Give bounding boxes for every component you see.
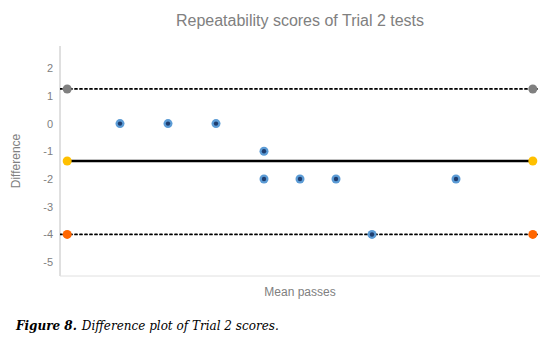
end-markers <box>63 157 538 166</box>
point-center <box>262 149 266 153</box>
end-marker <box>63 230 72 239</box>
point-center <box>214 121 218 125</box>
y-ticks: -5 -4 -3 -2 -1 0 1 2 <box>43 62 53 268</box>
point-center <box>334 177 338 181</box>
caption: Figure 8. Difference plot of Trial 2 scor… <box>15 319 279 333</box>
y-tick-label: -3 <box>43 201 53 213</box>
caption-label: Figure 8. <box>15 319 77 333</box>
point-center <box>118 121 122 125</box>
point <box>212 119 221 128</box>
x-axis-label: Mean passes <box>264 285 335 299</box>
y-tick-label: -5 <box>43 256 53 268</box>
y-tick-label: -2 <box>43 173 53 185</box>
end-marker <box>63 84 72 93</box>
caption-text: Difference plot of Trial 2 scores. <box>81 319 279 333</box>
end-markers <box>63 230 538 239</box>
x-axis-line <box>60 276 540 277</box>
limit-line <box>60 88 540 90</box>
point-center <box>370 232 374 236</box>
point <box>452 175 461 184</box>
chart: Repeatability scores of Trial 2 tests-5-… <box>0 0 558 350</box>
y-tick-label: 2 <box>47 62 53 74</box>
data-points <box>116 119 461 239</box>
point <box>296 175 305 184</box>
y-tick-label: -1 <box>43 145 53 157</box>
point-center <box>166 121 170 125</box>
point <box>260 175 269 184</box>
point-center <box>298 177 302 181</box>
point <box>116 119 125 128</box>
point-center <box>454 177 458 181</box>
end-marker <box>528 84 537 93</box>
end-markers <box>63 84 538 93</box>
limit-line <box>60 234 540 236</box>
end-marker <box>528 157 537 166</box>
plot-area <box>60 84 540 238</box>
point <box>332 175 341 184</box>
point <box>260 147 269 156</box>
y-tick-label: 0 <box>47 118 53 130</box>
end-marker <box>63 157 72 166</box>
y-axis-label: Difference <box>9 133 23 188</box>
title: Repeatability scores of Trial 2 tests <box>176 12 424 29</box>
point <box>164 119 173 128</box>
point <box>368 230 377 239</box>
y-tick-label: 1 <box>47 90 53 102</box>
y-axis-line <box>60 46 61 276</box>
end-marker <box>528 230 537 239</box>
mean-line <box>67 160 533 163</box>
point-center <box>262 177 266 181</box>
y-tick-label: -4 <box>43 228 53 240</box>
